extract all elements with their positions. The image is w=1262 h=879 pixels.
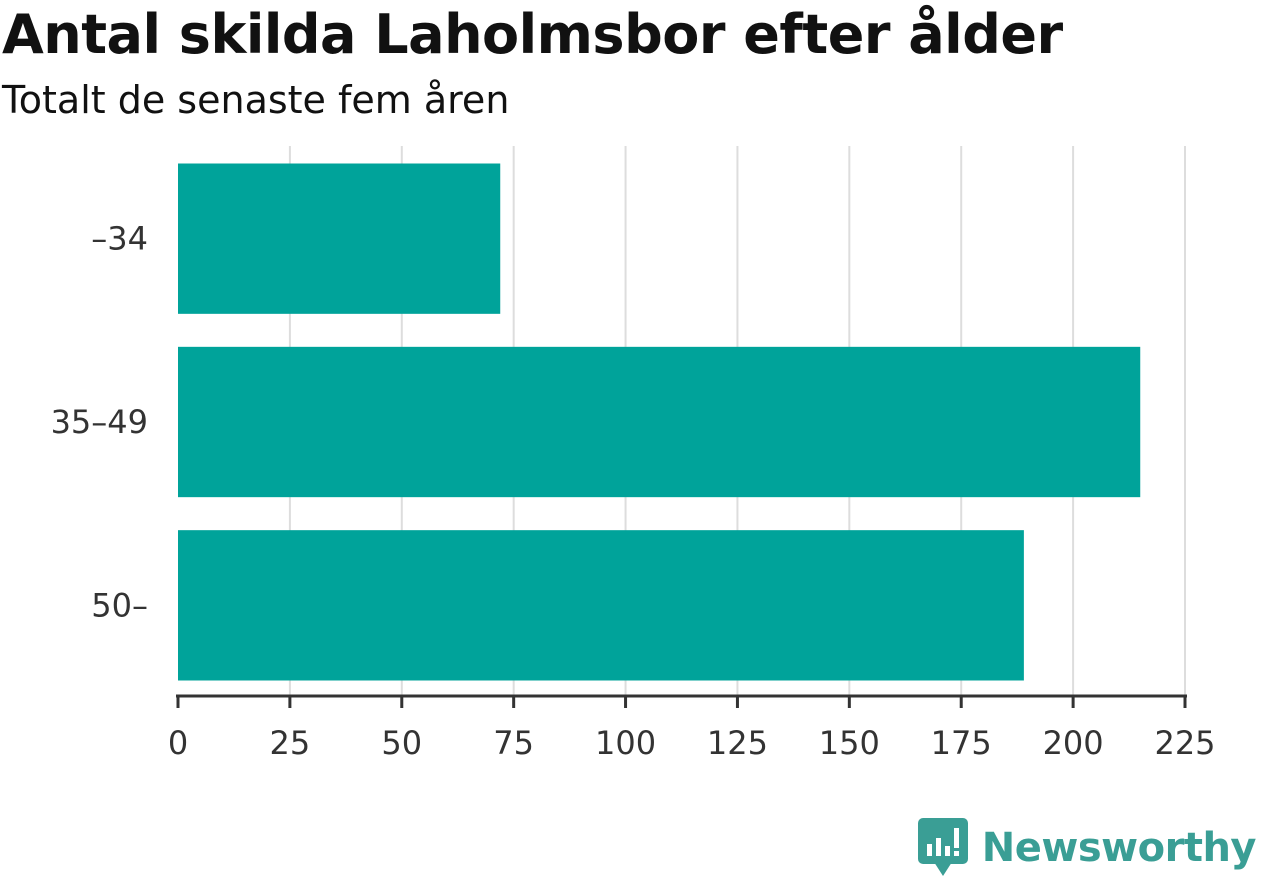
x-tick-label: 150 [819, 724, 880, 762]
x-tick-label: 100 [595, 724, 656, 762]
newsworthy-logo-icon [917, 818, 968, 876]
y-tick-label: –34 [91, 220, 148, 258]
bar-chart: –34 35–49 50– 0 25 50 75 100 125 150 175 200 225 [51, 146, 1216, 762]
newsworthy-logo: Newsworthy [917, 818, 1257, 878]
y-tick-label: 50– [91, 586, 148, 624]
x-tick-label: 175 [931, 724, 992, 762]
x-tick-label: 225 [1154, 724, 1215, 762]
chart-title: Antal skilda Laholmsbor efter ålder [2, 3, 1063, 66]
bar-2 [178, 346, 1141, 498]
bar-3 [178, 530, 1024, 681]
bar-1 [178, 163, 501, 314]
x-tick-label: 75 [493, 724, 534, 762]
y-tick-label: 35–49 [51, 403, 148, 441]
newsworthy-logo-text: Newsworthy [981, 825, 1257, 871]
x-tick-label: 50 [381, 724, 422, 762]
x-tick-label: 25 [270, 724, 311, 762]
x-tick-label: 200 [1043, 724, 1104, 762]
x-tick-label: 0 [168, 724, 188, 762]
x-tick-label: 125 [707, 724, 768, 762]
chart-subtitle: Totalt de senaste fem åren [2, 78, 510, 122]
